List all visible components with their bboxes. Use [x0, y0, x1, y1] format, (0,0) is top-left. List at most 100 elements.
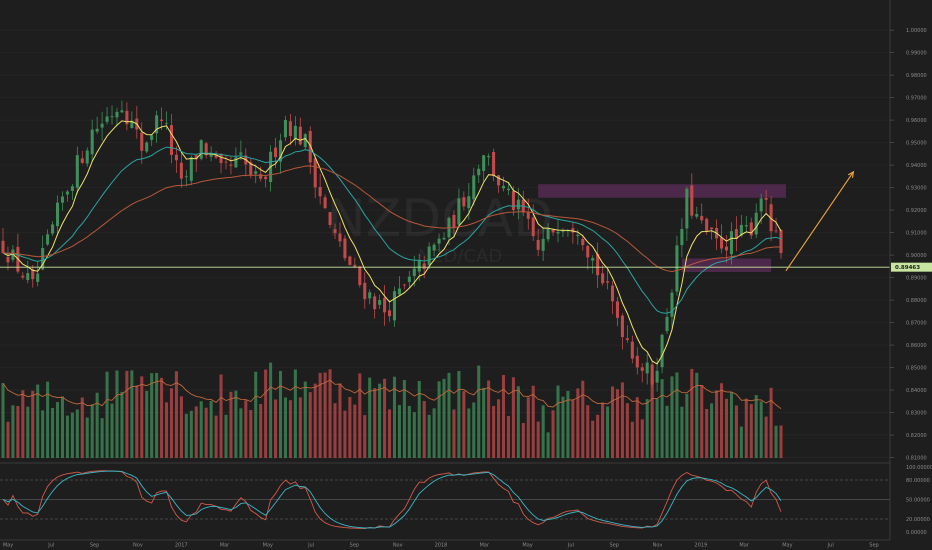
time-tick-label: Nov	[133, 543, 143, 549]
candle-body	[620, 315, 624, 338]
candle-body	[368, 292, 372, 299]
candle-body	[749, 222, 753, 236]
candle-body	[695, 213, 699, 217]
volume-bar	[586, 405, 590, 458]
candle-body	[759, 198, 763, 212]
volume-bar	[561, 396, 565, 458]
candle-body	[665, 316, 669, 332]
volume-bar	[179, 396, 183, 458]
time-tick-label: Sep	[869, 543, 878, 549]
volume-bar	[1, 383, 5, 458]
volume-bar	[184, 413, 188, 458]
candle-body	[95, 128, 99, 132]
volume-bar	[779, 425, 783, 458]
volume-bar	[348, 396, 352, 458]
volume-bar	[606, 406, 610, 458]
time-tick-label: Sep	[350, 543, 359, 549]
ema-slow-line	[2, 165, 782, 273]
candle-body	[427, 246, 431, 265]
volume-ma-line	[2, 379, 782, 410]
time-tick-label: Nov	[653, 543, 663, 549]
volume-bar	[774, 425, 778, 458]
volume-bar	[308, 392, 312, 458]
price-tick-label: 0.95000	[906, 140, 927, 146]
volume-bar	[254, 371, 258, 458]
volume-bar	[630, 421, 634, 458]
volume-bar	[596, 414, 600, 458]
candle-body	[407, 276, 411, 283]
candle-body	[160, 119, 164, 122]
volume-bar	[264, 369, 268, 458]
volume-bar	[160, 377, 164, 458]
volume-bar	[521, 422, 525, 458]
candle-body	[705, 218, 709, 232]
price-tick-label: 0.83000	[906, 410, 927, 416]
volume-bar	[744, 398, 748, 458]
volume-bar	[36, 384, 40, 458]
volume-bar	[541, 405, 545, 458]
candle-body	[561, 231, 565, 233]
volume-bar	[269, 362, 273, 458]
volume-bar	[710, 403, 714, 458]
candle-body	[115, 111, 119, 118]
volume-bar	[169, 388, 174, 458]
candle-body	[383, 297, 387, 313]
candle-body	[487, 156, 491, 158]
candle-body	[65, 191, 69, 195]
volume-bar	[472, 402, 476, 458]
candle-body	[576, 234, 580, 237]
candle-body	[204, 143, 208, 156]
candle-body	[541, 238, 545, 251]
price-tick-label: 1.00000	[906, 28, 927, 34]
candle-body	[140, 132, 144, 151]
candle-body	[209, 153, 213, 157]
price-tick-label: 0.91000	[906, 230, 927, 236]
candle-body	[452, 214, 456, 228]
volume-bar	[194, 406, 198, 458]
volume-bar	[551, 410, 555, 458]
volume-bar	[249, 410, 253, 458]
candle-body	[165, 123, 169, 125]
volume-bar	[640, 419, 644, 458]
candle-body	[224, 161, 228, 163]
volume-bar	[41, 410, 45, 458]
candle-body	[234, 157, 238, 168]
candle-body	[630, 341, 634, 359]
volume-bar	[715, 390, 719, 458]
volume-bar	[21, 390, 25, 458]
price-tick-label: 0.97000	[906, 95, 927, 101]
volume-bar	[705, 408, 709, 458]
volume-bar	[556, 385, 560, 458]
volume-bar	[80, 397, 84, 458]
candle-body	[26, 273, 30, 281]
price-tick-label: 0.96000	[906, 118, 927, 124]
candle-body	[591, 258, 595, 261]
time-tick-label: 2017	[175, 543, 188, 549]
volume-bar	[318, 372, 322, 458]
volume-bar	[150, 373, 154, 458]
time-tick-label: Mar	[220, 543, 230, 549]
volume-bars	[1, 362, 783, 458]
time-axis[interactable]: May Jul Sep Nov 2017 Mar May Jul Sep Nov 2018 Mar Ma…	[3, 543, 879, 549]
candle-body	[516, 199, 520, 210]
candle-body	[274, 147, 278, 158]
volume-bar	[373, 388, 377, 458]
candle-body	[606, 281, 610, 283]
candle-body	[670, 292, 674, 317]
volume-bar	[457, 370, 461, 458]
volume-bar	[462, 391, 466, 458]
candle-body	[75, 155, 79, 188]
price-tick-label: 0.94000	[906, 163, 927, 169]
overlay-layer	[0, 170, 890, 272]
volume-bar	[95, 392, 99, 458]
volume-bar	[363, 415, 367, 458]
price-axis[interactable]: 1.00000 0.99000 0.98000 0.97000 0.96000 0.950…	[890, 28, 927, 461]
volume-bar	[427, 414, 431, 458]
time-tick-label: Jul	[307, 543, 314, 549]
candle-body	[769, 204, 773, 232]
volume-bar	[571, 400, 575, 458]
volume-bar	[105, 371, 109, 458]
volume-bar	[675, 372, 679, 458]
